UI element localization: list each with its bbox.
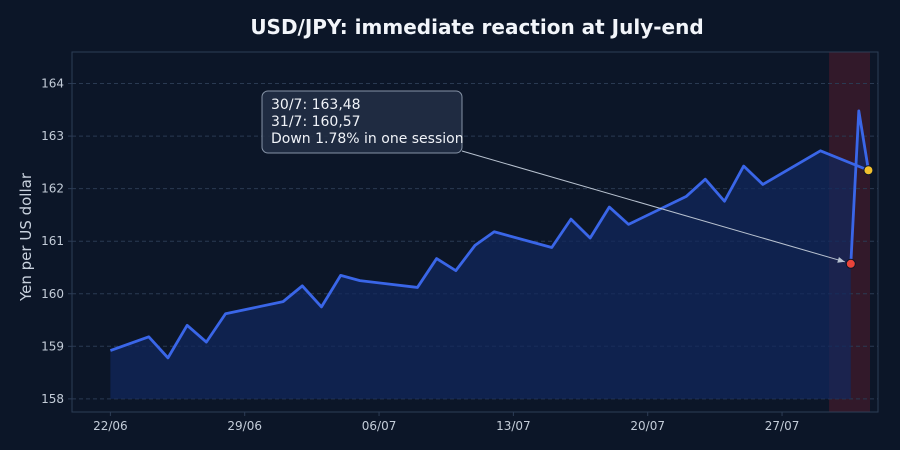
annotation-line-2: 31/7: 160,57: [271, 114, 361, 130]
marker-drop-jul31: [845, 258, 856, 269]
y-tick-label: 164: [41, 77, 64, 91]
y-axis-label: Yen per US dollar: [17, 172, 35, 302]
x-axis-ticks: 22/06 29/06 06/07 13/07 20/07 27/07: [93, 412, 799, 433]
x-tick-label: 29/06: [227, 419, 262, 433]
annotation-arrow: [461, 150, 845, 263]
area-layer: [110, 110, 869, 399]
annotation-line-3: Down 1.78% in one session: [271, 131, 464, 147]
y-tick-label: 159: [41, 339, 64, 353]
plot-frame: [71, 51, 879, 413]
y-tick-label: 161: [41, 234, 64, 248]
series-line: [109, 109, 870, 360]
annotation-layer: 30/7: 163,48 31/7: 160,57 Down 1.78% in …: [261, 90, 845, 263]
x-tick-label: 27/07: [765, 419, 800, 433]
x-tick-label: 13/07: [496, 419, 531, 433]
line-layer: [109, 109, 870, 360]
x-tick-label: 20/07: [630, 419, 665, 433]
y-axis-ticks: 158 159 160 161 162 163 164: [41, 77, 72, 406]
x-tick-label: 06/07: [362, 419, 397, 433]
y-tick-label: 160: [41, 287, 64, 301]
chart-title: USD/JPY: immediate reaction at July-end: [250, 15, 703, 39]
y-tick-label: 162: [41, 182, 64, 196]
series-area: [110, 110, 869, 399]
marker-peak-jul30: [863, 165, 874, 176]
annotation-box: [261, 90, 463, 154]
y-tick-label: 158: [41, 392, 64, 406]
marker-layer: [845, 165, 874, 269]
y-tick-label: 163: [41, 129, 64, 143]
annotation-arrowhead: [837, 256, 845, 263]
annotation-line-1: 30/7: 163,48: [271, 97, 361, 113]
x-tick-label: 22/06: [93, 419, 128, 433]
